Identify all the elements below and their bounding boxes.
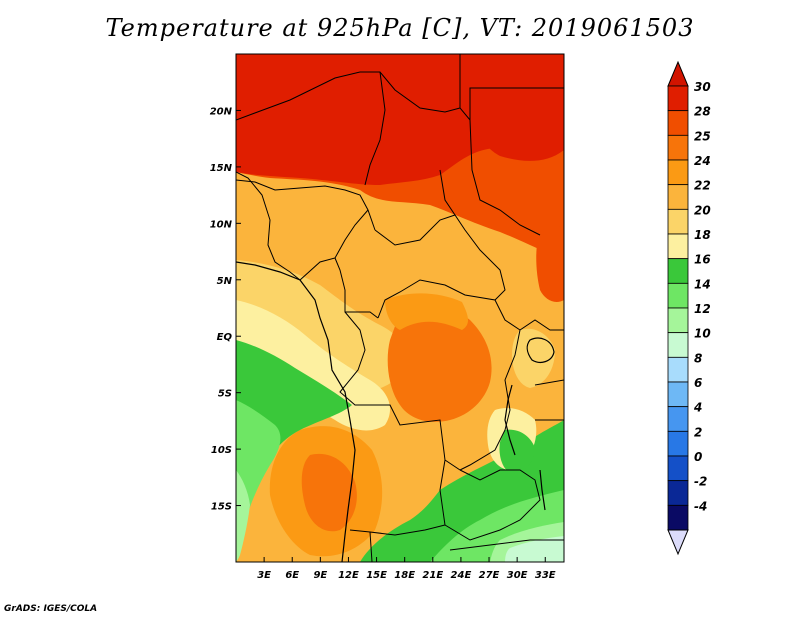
coastline-lake-tanganyika [504, 384, 516, 456]
colorbar-bin [667, 208, 689, 235]
colorbar-label: 4 [693, 401, 702, 415]
colorbar-label: 0 [694, 450, 702, 464]
border-west-coast [236, 171, 301, 281]
colorbar-bin [667, 381, 689, 408]
colorbar-label: 12 [694, 302, 711, 316]
colorbar-label: 30 [694, 80, 711, 94]
lat-tick-label: EQ [217, 332, 233, 343]
colorbar-label: 16 [694, 253, 711, 267]
lon-tick-label: 6E [285, 570, 299, 581]
colorbar-bin [667, 282, 689, 309]
lat-tick-label: 15N [210, 163, 233, 174]
colorbar-bin [667, 258, 689, 284]
colorbar-label: 22 [694, 179, 711, 193]
coastline-lake-malawi [539, 469, 546, 511]
colorbar-bottom-arrow [667, 529, 689, 556]
colorbar-bin [667, 159, 689, 186]
colorbar-label: 18 [694, 228, 711, 242]
colorbar-bin [667, 504, 689, 531]
border-nigeria [236, 179, 376, 231]
coastline [236, 261, 555, 562]
coastline-lake-victoria [526, 337, 555, 363]
region-25-congo [387, 305, 492, 422]
lon-tick-label: 33E [535, 570, 556, 581]
border-drc-east [459, 329, 521, 471]
colorbar-bin [667, 233, 689, 260]
colorbar-bin [667, 430, 689, 457]
border-zambia [444, 469, 541, 541]
lat-tick-label: 10S [211, 445, 232, 456]
colorbar-bin [667, 455, 689, 482]
chart-title: Temperature at 925hPa [C], VT: 201906150… [105, 14, 695, 42]
colorbar-label: -4 [694, 499, 707, 513]
credit-text: GrADS: IGES/COLA [4, 604, 98, 614]
lat-tick-label: 10N [210, 219, 233, 230]
lat-tick-label: 20N [210, 106, 233, 117]
colorbar-label: 25 [694, 129, 711, 143]
border-congo-drc [377, 279, 521, 331]
country-borders [236, 54, 564, 562]
region-30-east [470, 88, 564, 161]
region-16-sw-ocean [236, 340, 352, 540]
region-28-ethiopia [536, 224, 564, 302]
lon-tick-label: 24E [451, 570, 472, 581]
lat-tick-label: 5S [218, 389, 232, 400]
border-drc-west [339, 311, 461, 471]
colorbar-bin [667, 356, 689, 383]
colorbar-bin [667, 480, 689, 506]
region-24-congo-ring [385, 293, 468, 330]
colorbar-label: 10 [694, 327, 711, 341]
region-10-southeast [505, 536, 564, 562]
lon-tick-label: 30E [507, 570, 528, 581]
region-14-sw-ocean [236, 400, 281, 555]
lon-tick-label: 9E [313, 570, 327, 581]
colorbar-label: 28 [694, 105, 711, 119]
colorbar-label: 14 [694, 277, 711, 291]
colorbar-label: 20 [694, 203, 711, 217]
border-cameroon [299, 209, 379, 319]
region-12-sw-ocean [236, 470, 250, 562]
map-frame [235, 53, 565, 563]
region-25-south [301, 453, 357, 532]
colorbar-bin [667, 134, 689, 161]
border-namibia [369, 531, 564, 562]
colorbar-bin [667, 307, 689, 334]
region-20-east-lakes [512, 328, 555, 388]
colorbar-bin [667, 406, 689, 432]
colorbar-label: 6 [694, 376, 702, 390]
colorbar-label: -2 [694, 475, 707, 489]
lat-tick-label: 5N [217, 276, 233, 287]
lon-tick-label: 18E [394, 570, 415, 581]
colorbar-bin [667, 85, 689, 112]
region-16-east-highlands [499, 429, 535, 474]
latitude-axis: 20N 15N 10N 5N EQ 5S 10S 15S [210, 106, 241, 513]
lon-tick-label: 21E [422, 570, 443, 581]
lon-tick-label: 3E [257, 570, 271, 581]
border-chad-niger [364, 71, 386, 186]
colorbar-bin [667, 110, 689, 136]
colorbar-top-arrow [667, 60, 689, 87]
region-18-coast [236, 300, 390, 431]
colorbar-label: 24 [694, 154, 711, 168]
lon-tick-label: 27E [479, 570, 500, 581]
border-car [374, 214, 506, 301]
colorbar-bin [667, 184, 689, 210]
border-east-africa [519, 319, 564, 421]
colorbar-label: 8 [694, 351, 702, 365]
lon-tick-label: 12E [338, 570, 359, 581]
colorbar-bin [667, 332, 689, 358]
colorbar-label: 2 [694, 425, 702, 439]
border-sudan [439, 119, 541, 236]
coastline-atlantic [236, 261, 356, 562]
longitude-axis: 3E 6E 9E 12E 15E 18E 21E 24E 27E 30E 33E [257, 557, 556, 581]
temperature-field [236, 54, 564, 562]
lat-tick-label: 15S [211, 502, 232, 513]
lon-tick-label: 15E [366, 570, 387, 581]
